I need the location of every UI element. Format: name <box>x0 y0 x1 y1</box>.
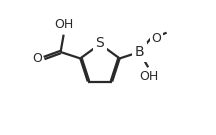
Text: O: O <box>32 52 42 65</box>
Text: OH: OH <box>54 18 73 31</box>
Text: S: S <box>96 36 104 50</box>
Text: O: O <box>151 31 161 45</box>
Text: B: B <box>135 45 144 59</box>
Text: OH: OH <box>139 70 159 83</box>
